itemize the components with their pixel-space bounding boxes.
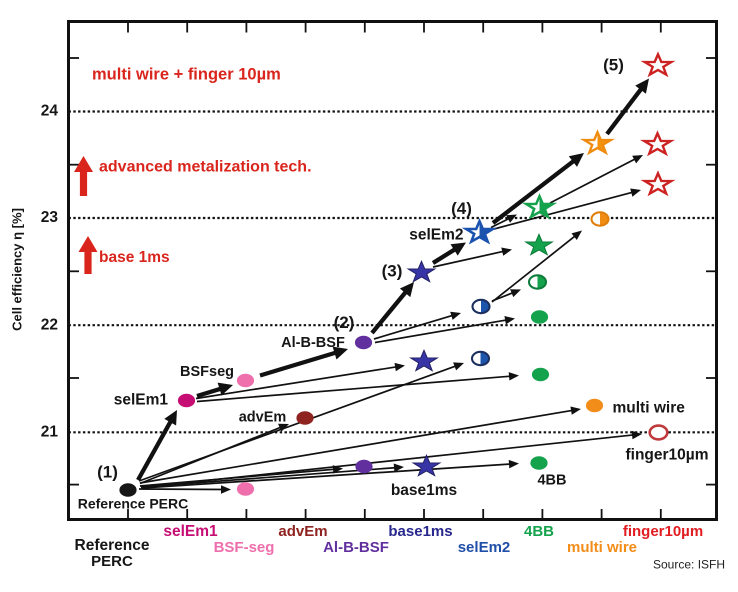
svg-text:Al-B-BSF: Al-B-BSF xyxy=(281,335,345,351)
svg-text:advEm: advEm xyxy=(239,410,287,426)
svg-text:selEm2: selEm2 xyxy=(458,539,511,556)
svg-text:BSFseg: BSFseg xyxy=(180,364,234,380)
svg-text:multi wire + finger 10µm: multi wire + finger 10µm xyxy=(92,66,281,84)
svg-text:4BB: 4BB xyxy=(537,473,566,489)
svg-text:Reference: Reference xyxy=(75,537,150,554)
svg-text:multi wire: multi wire xyxy=(567,539,637,556)
svg-text:advEm: advEm xyxy=(278,523,327,540)
svg-text:selEm1: selEm1 xyxy=(163,523,218,540)
svg-text:base 1ms: base 1ms xyxy=(99,249,170,266)
svg-text:22: 22 xyxy=(41,316,58,333)
svg-text:Cell efficiency η [%]: Cell efficiency η [%] xyxy=(10,208,25,331)
svg-text:4BB: 4BB xyxy=(524,523,554,540)
svg-text:Source: ISFH: Source: ISFH xyxy=(653,558,725,572)
svg-text:24: 24 xyxy=(41,103,59,120)
svg-text:BSF-seg: BSF-seg xyxy=(214,539,275,556)
svg-text:selEm2: selEm2 xyxy=(409,227,463,244)
svg-text:selEm1: selEm1 xyxy=(114,392,169,409)
svg-text:(2): (2) xyxy=(334,313,355,332)
svg-text:base1ms: base1ms xyxy=(391,482,457,499)
svg-text:(1): (1) xyxy=(97,463,118,482)
svg-text:finger10µm: finger10µm xyxy=(625,447,708,464)
svg-text:23: 23 xyxy=(41,209,59,226)
svg-text:advanced metalization tech.: advanced metalization tech. xyxy=(99,159,312,176)
svg-text:Reference PERC: Reference PERC xyxy=(78,496,189,512)
svg-text:(4): (4) xyxy=(451,199,472,218)
svg-text:21: 21 xyxy=(41,424,59,441)
svg-text:base1ms: base1ms xyxy=(388,523,452,540)
svg-text:PERC: PERC xyxy=(91,553,133,570)
svg-text:(3): (3) xyxy=(382,262,403,281)
svg-text:finger10µm: finger10µm xyxy=(623,523,703,540)
svg-text:(5): (5) xyxy=(603,56,624,75)
svg-text:Al-B-BSF: Al-B-BSF xyxy=(323,539,389,556)
svg-text:multi wire: multi wire xyxy=(613,400,686,417)
